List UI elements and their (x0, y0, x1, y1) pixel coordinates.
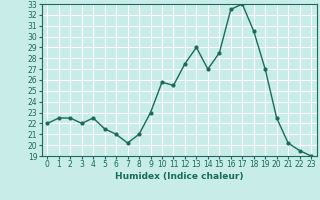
X-axis label: Humidex (Indice chaleur): Humidex (Indice chaleur) (115, 172, 244, 181)
